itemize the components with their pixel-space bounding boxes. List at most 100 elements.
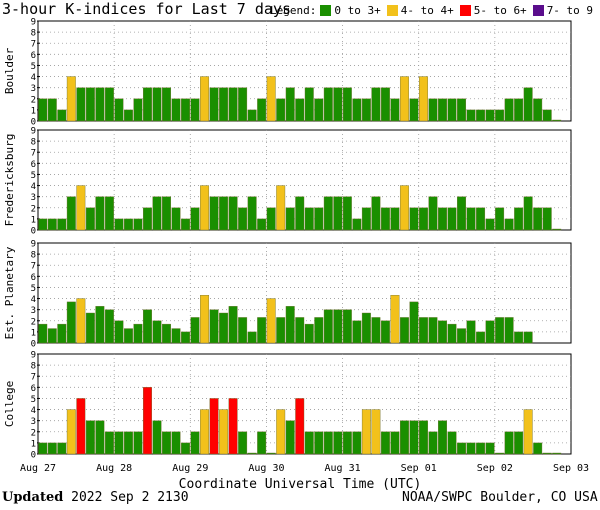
kp-bar — [457, 196, 467, 231]
kp-bar — [304, 87, 314, 122]
kp-bar — [104, 309, 114, 344]
credit-text: NOAA/SWPC Boulder, CO USA — [402, 490, 598, 505]
x-tick-label: Aug 30 — [248, 463, 284, 474]
kp-bar — [523, 331, 533, 344]
kp-bar — [47, 442, 57, 455]
kp-bar — [295, 317, 305, 344]
kp-bar — [66, 196, 76, 231]
y-tick-label: 4 — [31, 182, 36, 192]
y-tick-label: 3 — [31, 193, 36, 203]
kp-bar — [123, 431, 133, 455]
kp-bar — [542, 109, 552, 122]
kp-bar — [409, 420, 419, 455]
kp-bar — [76, 298, 86, 344]
kp-bar — [419, 76, 428, 122]
kp-bar — [276, 185, 286, 231]
kp-bar — [171, 207, 181, 231]
kp-bar — [428, 431, 438, 455]
kp-bar — [466, 442, 476, 455]
y-tick-label: 0 — [31, 451, 36, 461]
kp-bar — [209, 309, 219, 344]
kp-bar — [162, 431, 171, 455]
kp-bar — [466, 207, 476, 231]
kp-bar — [114, 218, 124, 231]
kp-bar — [428, 317, 438, 344]
kp-bar — [162, 196, 171, 231]
kp-bar — [152, 320, 162, 344]
kp-bar — [361, 207, 371, 231]
kp-bar — [295, 398, 305, 455]
y-tick-label: 9 — [31, 240, 36, 250]
kp-bar — [457, 98, 467, 122]
kp-bar — [304, 431, 314, 455]
kp-bar — [428, 196, 438, 231]
kp-bar — [181, 442, 190, 455]
kp-bar — [409, 301, 419, 344]
kp-bar — [133, 431, 143, 455]
kp-bar — [476, 442, 486, 455]
x-tick-label: Aug 27 — [20, 463, 56, 474]
y-tick-label: 6 — [31, 160, 36, 170]
kp-bar — [76, 87, 86, 122]
legend-item-storm: 5- to 6+ — [473, 4, 527, 17]
y-tick-label: 9 — [31, 127, 36, 137]
kp-bar — [200, 76, 210, 122]
kp-bar — [162, 87, 171, 122]
y-tick-label: 3 — [31, 84, 36, 94]
kp-bar — [399, 420, 409, 455]
kp-bar — [104, 196, 114, 231]
kp-bar — [371, 87, 381, 122]
kp-bar — [104, 87, 114, 122]
y-tick-label: 5 — [31, 62, 36, 72]
kp-bar — [133, 98, 143, 122]
kp-bar — [38, 323, 48, 344]
kp-bar — [66, 301, 76, 344]
kp-bar — [209, 398, 219, 455]
kp-bar — [181, 218, 190, 231]
panel-label: Boulder — [3, 47, 16, 94]
kp-bar — [314, 317, 324, 344]
y-tick-label: 8 — [31, 29, 36, 39]
kp-bar — [295, 196, 305, 231]
kp-bar — [533, 207, 543, 231]
kp-bar — [352, 218, 362, 231]
y-tick-label: 0 — [31, 340, 36, 350]
y-tick-label: 9 — [31, 18, 36, 28]
x-axis-title: Coordinate Universal Time (UTC) — [178, 477, 422, 492]
kp-bar — [371, 196, 381, 231]
kp-bar — [276, 317, 286, 344]
kp-bar — [399, 317, 409, 344]
kp-bar — [57, 109, 67, 122]
kp-bar — [295, 98, 305, 122]
kp-bar — [181, 331, 190, 344]
kp-bar — [342, 87, 352, 122]
kp-bar — [38, 98, 48, 122]
kp-bar — [200, 409, 210, 455]
kp-bar — [219, 409, 229, 455]
kp-bar — [447, 431, 457, 455]
kp-bar — [323, 87, 333, 122]
kp-bar — [142, 309, 152, 344]
x-tick-label: Aug 28 — [96, 463, 132, 474]
kp-bar — [266, 298, 276, 344]
kp-bar — [190, 431, 200, 455]
kp-bar — [304, 207, 314, 231]
y-tick-label: 2 — [31, 317, 36, 327]
legend: Legend: 0 to 3+ 4- to 4+ 5- to 6+ 7- to … — [270, 4, 595, 17]
kp-bar — [85, 312, 95, 344]
legend-item-severe: 7- to 9 — [546, 4, 594, 17]
kp-bar — [95, 87, 105, 122]
y-tick-label: 5 — [31, 284, 36, 294]
kp-bar — [419, 420, 428, 455]
kp-bar — [333, 431, 343, 455]
kp-bar — [504, 98, 514, 122]
kp-bar — [114, 98, 124, 122]
kp-bar — [495, 207, 505, 231]
y-tick-label: 5 — [31, 171, 36, 181]
kp-bar — [371, 409, 381, 455]
x-tick-label: Aug 31 — [325, 463, 361, 474]
kp-bar — [485, 218, 495, 231]
panel-frame — [37, 242, 572, 344]
kp-bar — [219, 87, 229, 122]
kp-bar — [66, 76, 76, 122]
